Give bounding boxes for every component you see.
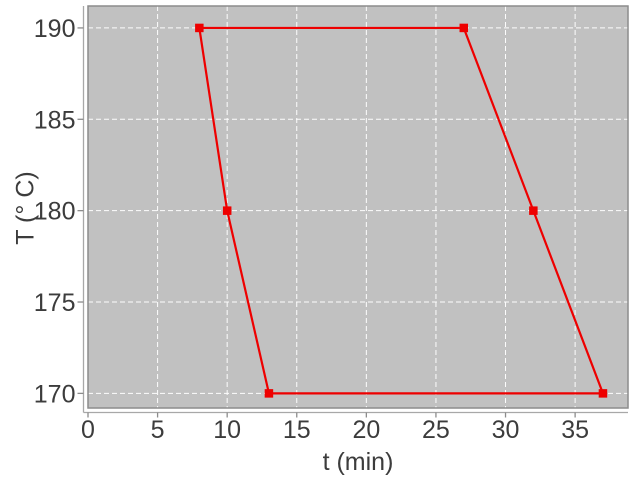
plot-border [87, 5, 629, 409]
x-tick-label: 25 [422, 416, 450, 444]
y-tick-label: 180 [34, 198, 76, 226]
data-point-marker [459, 23, 469, 33]
x-tick-label: 35 [561, 416, 589, 444]
y-tick-label: 185 [34, 106, 76, 134]
y-axis-title: T (° C) [11, 171, 40, 245]
x-tick-label: 10 [213, 416, 241, 444]
x-tick-label: 15 [283, 416, 311, 444]
x-tick-label: 5 [151, 416, 165, 444]
data-point-marker [598, 389, 608, 398]
data-point-marker [195, 23, 204, 33]
y-tick-label: 170 [34, 380, 76, 408]
x-tick-label: 30 [492, 416, 520, 444]
plot-background [88, 6, 628, 408]
data-point-marker [264, 389, 274, 398]
x-axis-title: t (min) [322, 448, 394, 476]
x-tick-label: 0 [81, 416, 95, 444]
y-tick-label: 175 [34, 289, 76, 317]
data-point-marker [222, 206, 232, 215]
data-point-marker [529, 206, 538, 215]
y-tick-label: 190 [34, 15, 76, 43]
x-tick-label: 20 [352, 416, 380, 444]
